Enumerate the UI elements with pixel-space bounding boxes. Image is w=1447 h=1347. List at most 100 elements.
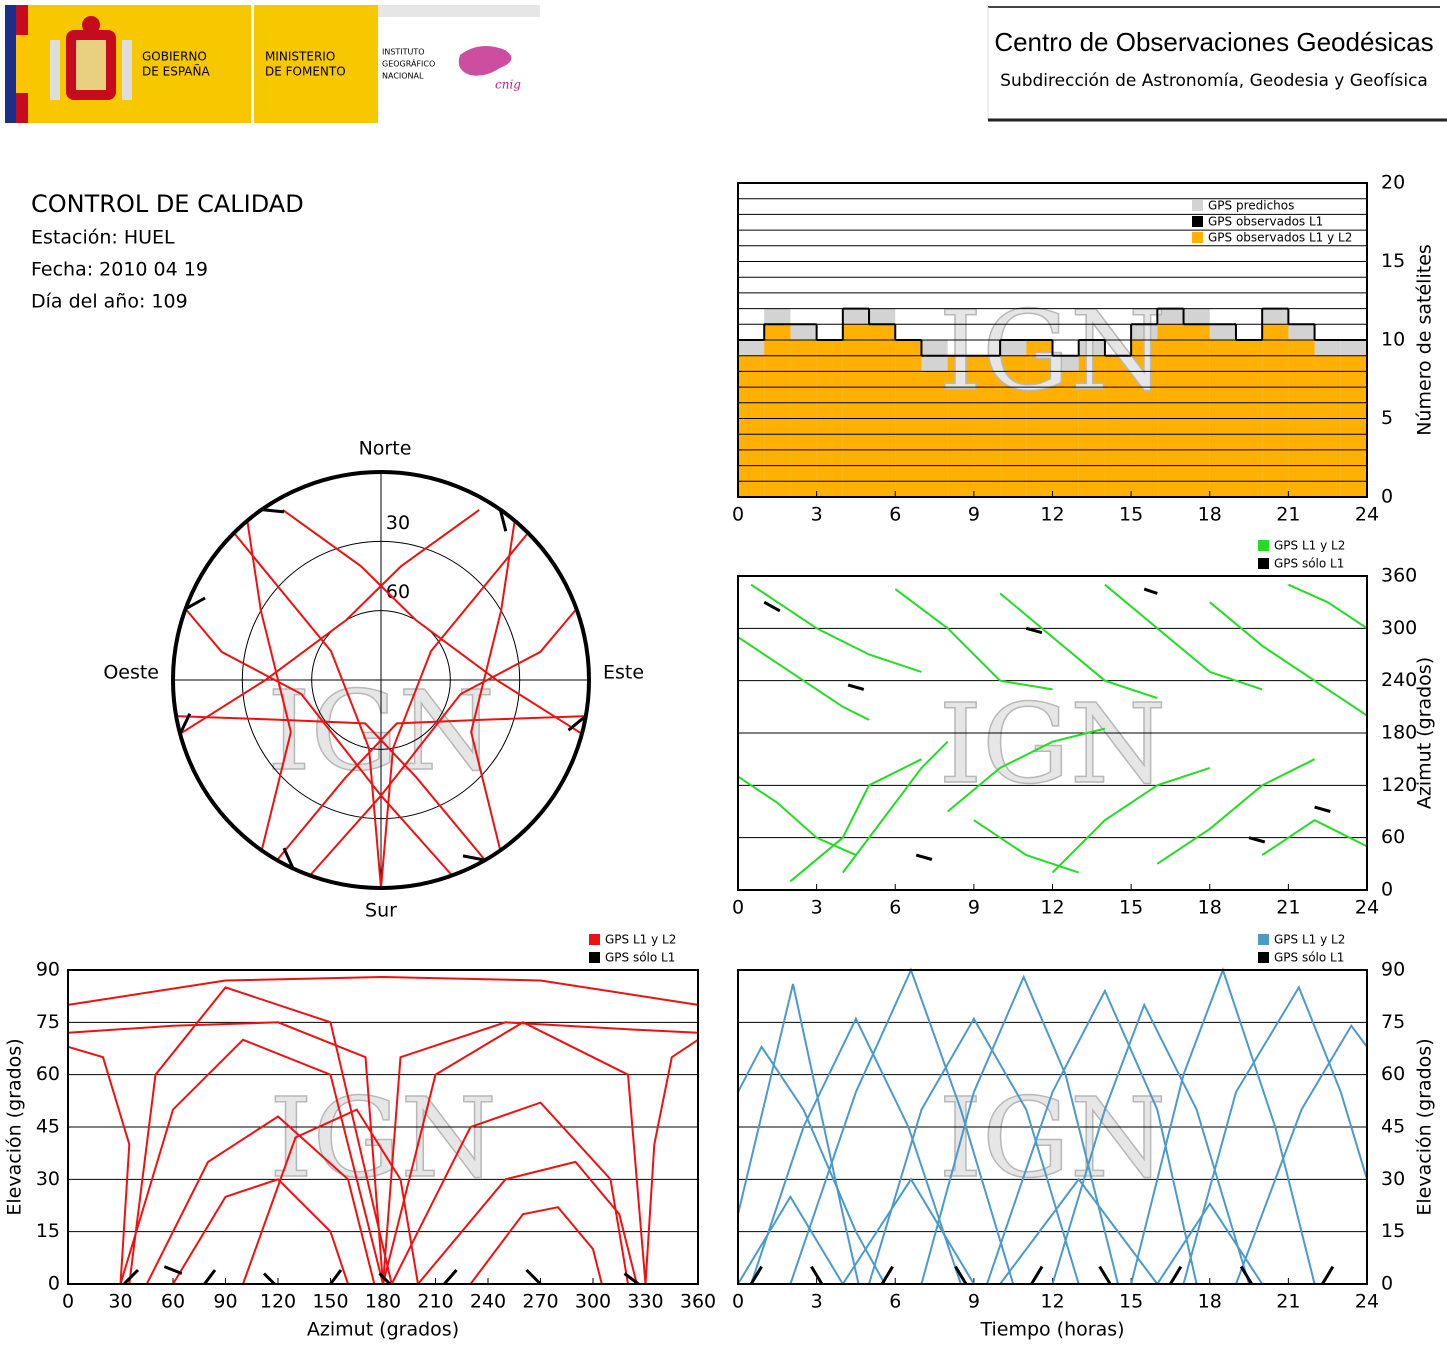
- step-bar: [1157, 324, 1184, 497]
- y-tick-label: 240: [1381, 669, 1417, 691]
- y-tick-label: 120: [1381, 774, 1417, 796]
- x-tick-label: 9: [968, 504, 980, 526]
- watermark: IGN: [939, 680, 1167, 808]
- legend-label: GPS sólo L1: [605, 951, 675, 965]
- y-tick-label: 15: [1381, 1220, 1405, 1242]
- x-tick-label: 18: [1198, 504, 1222, 526]
- watermark: IGN: [269, 1074, 497, 1202]
- step-bar: [1078, 355, 1105, 497]
- x-tick-label: 24: [1355, 504, 1379, 526]
- legend-swatch: [589, 952, 600, 963]
- y-tick-label: 360: [1381, 565, 1417, 587]
- legend-label: GPS sólo L1: [1274, 557, 1344, 571]
- step-bar: [738, 355, 765, 497]
- x-tick-label: 3: [811, 897, 823, 919]
- direction-label: Norte: [359, 438, 412, 460]
- plot-frame: [737, 182, 1368, 498]
- x-tick-label: 3: [811, 504, 823, 526]
- x-tick-label: 24: [1355, 897, 1379, 919]
- track: [176, 509, 586, 889]
- x-tick-label: 300: [575, 1291, 611, 1313]
- x-tick-label: 210: [417, 1291, 453, 1313]
- info-title: CONTROL DE CALIDAD: [31, 190, 304, 218]
- x-tick-label: 21: [1276, 1291, 1300, 1313]
- legend-swatch: [1258, 558, 1269, 569]
- step-bar: [764, 324, 791, 497]
- y-axis-label: Azimut (grados): [1414, 657, 1436, 809]
- step-bar: [1262, 324, 1289, 497]
- x-axis-label: Azimut (grados): [307, 1319, 459, 1341]
- x-tick-label: 120: [260, 1291, 296, 1313]
- y-tick-label: 0: [1381, 1273, 1393, 1295]
- x-tick-label: 9: [968, 1291, 980, 1313]
- track: [737, 583, 1368, 883]
- legend-swatch: [1258, 540, 1269, 551]
- track: [763, 587, 1331, 861]
- ministry-line: MINISTERIO: [265, 50, 335, 64]
- x-tick-label: 3: [811, 1291, 823, 1313]
- chart: IGN 0 60 120 180 240 300 360 0 3 6 9 12 15 18 21 24 Azimu…: [732, 539, 1436, 919]
- y-tick-label: 30: [36, 1168, 60, 1190]
- step-bar: [842, 324, 870, 497]
- x-tick-label: 12: [1040, 504, 1064, 526]
- ministry-line: DE FOMENTO: [265, 65, 346, 79]
- x-tick-label: 12: [1040, 897, 1064, 919]
- info-station: Estación: HUEL: [31, 227, 175, 249]
- x-tick-label: 360: [680, 1291, 716, 1313]
- x-tick-label: 12: [1040, 1291, 1064, 1313]
- legend-swatch: [1258, 952, 1269, 963]
- x-tick-label: 0: [62, 1291, 74, 1313]
- step-bar: [869, 324, 896, 497]
- gov-line: DE ESPAÑA: [142, 64, 210, 79]
- y-tick-label: 0: [1381, 879, 1393, 901]
- direction-label: Oeste: [103, 662, 159, 684]
- y-tick-label: 300: [1381, 617, 1417, 639]
- y-tick-label: 20: [1381, 172, 1405, 194]
- cnig-text: cnig: [495, 78, 521, 92]
- y-tick-label: 0: [48, 1273, 60, 1295]
- x-tick-label: 150: [312, 1291, 348, 1313]
- x-tick-label: 18: [1198, 1291, 1222, 1313]
- x-tick-label: 330: [627, 1291, 663, 1313]
- x-tick-label: 15: [1119, 897, 1143, 919]
- x-tick-label: 0: [732, 1291, 744, 1313]
- step-bar: [947, 355, 974, 497]
- legend-label: GPS L1 y L2: [1274, 933, 1345, 947]
- legend-swatch: [1258, 934, 1269, 945]
- legend-swatch: [1192, 232, 1203, 243]
- y-tick-label: 10: [1381, 329, 1405, 351]
- y-axis-label: Número de satélites: [1414, 244, 1436, 436]
- ign-line: GEOGRÁFICO: [382, 58, 435, 69]
- step-bar: [1183, 324, 1210, 497]
- x-tick-label: 90: [213, 1291, 237, 1313]
- flag-blue: [5, 5, 16, 123]
- x-tick-label: 30: [108, 1291, 132, 1313]
- legend-swatch: [1192, 200, 1203, 211]
- legend-swatch: [589, 934, 600, 945]
- y-tick-label: 5: [1381, 407, 1393, 429]
- coat-of-arms: [50, 16, 132, 100]
- x-tick-label: 0: [732, 504, 744, 526]
- y-tick-label: 30: [1381, 1168, 1405, 1190]
- direction-label: Sur: [365, 900, 397, 922]
- step-bar: [1000, 355, 1027, 497]
- y-tick-label: 15: [36, 1220, 60, 1242]
- track: [122, 1265, 640, 1286]
- ring-label: 60: [386, 581, 410, 603]
- ring: [311, 610, 451, 750]
- x-tick-label: 270: [522, 1291, 558, 1313]
- flag-yellow: [16, 35, 28, 93]
- info-doy: Día del año: 109: [31, 291, 188, 313]
- ring-label: 30: [386, 512, 410, 534]
- x-tick-label: 60: [161, 1291, 185, 1313]
- x-tick-label: 240: [470, 1291, 506, 1313]
- x-tick-label: 21: [1276, 504, 1300, 526]
- y-tick-label: 0: [1381, 486, 1393, 508]
- x-tick-label: 24: [1355, 1291, 1379, 1313]
- y-tick-label: 60: [36, 1063, 60, 1085]
- y-tick-label: 15: [1381, 250, 1405, 272]
- watermark: IGN: [939, 1074, 1167, 1202]
- x-tick-label: 0: [732, 897, 744, 919]
